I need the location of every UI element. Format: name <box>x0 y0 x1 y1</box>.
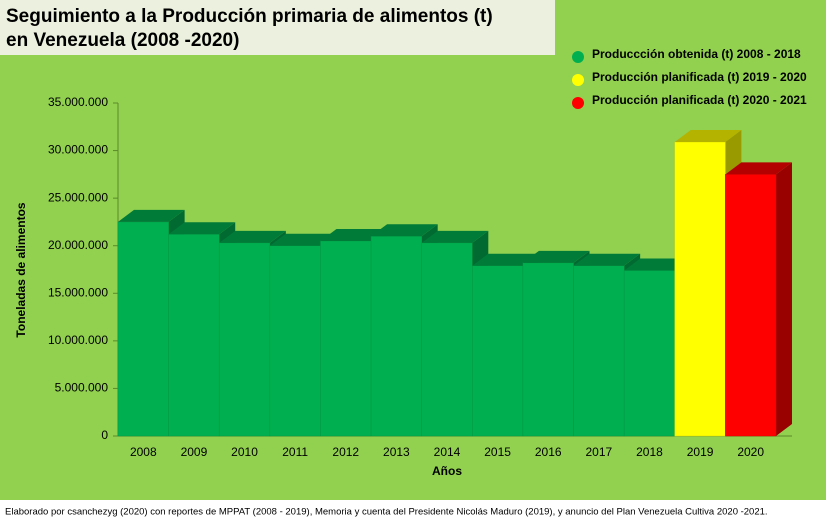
y-tick-label: 25.000.000 <box>48 190 108 204</box>
legend-marker <box>572 97 584 109</box>
bar-top <box>118 209 185 222</box>
y-tick-label: 30.000.000 <box>48 143 108 157</box>
bar-top <box>168 222 236 235</box>
bar-top <box>421 230 489 243</box>
footnote: Elaborado por csanchezyg (2020) con repo… <box>5 507 768 518</box>
y-tick-label: 15.000.000 <box>48 285 108 299</box>
bar <box>623 270 676 437</box>
x-tick-label: 2019 <box>687 445 714 459</box>
x-tick-label: 2020 <box>737 445 764 459</box>
x-tick-label: 2012 <box>332 445 359 459</box>
bar <box>421 242 473 437</box>
bar <box>168 234 220 437</box>
y-axis-label: Toneladas de alimentos <box>14 202 28 337</box>
legend-label: Producción planificada (t) 2019 - 2020 <box>592 70 807 84</box>
x-axis-label: Años <box>432 464 462 478</box>
bar-top <box>320 228 388 241</box>
y-tick-label: 35.000.000 <box>48 95 108 109</box>
bar-top <box>573 253 641 266</box>
bar <box>269 245 321 437</box>
bar-top <box>725 162 792 175</box>
y-tick-label: 0 <box>101 428 108 442</box>
footer <box>0 500 826 526</box>
bar <box>674 141 726 437</box>
chart-title: Seguimiento a la Producción primaria de … <box>6 6 493 27</box>
bar-top <box>624 258 691 271</box>
bar-top <box>522 250 590 263</box>
x-tick-label: 2009 <box>181 445 208 459</box>
bar-top <box>674 130 742 143</box>
bar <box>522 262 574 437</box>
chart-subtitle: en Venezuela (2008 -2020) <box>6 30 239 51</box>
y-tick-label: 5.000.000 <box>55 381 109 395</box>
bar <box>370 235 422 437</box>
bar-top <box>472 253 539 266</box>
x-tick-label: 2014 <box>434 445 461 459</box>
x-tick-label: 2017 <box>585 445 612 459</box>
title-box <box>0 0 555 55</box>
x-tick-label: 2011 <box>282 445 308 459</box>
x-tick-label: 2018 <box>636 445 663 459</box>
bar-side <box>776 162 792 436</box>
legend-label: Produccción obtenida (t) 2008 - 2018 <box>592 47 801 61</box>
bar <box>117 221 169 437</box>
x-tick-label: 2015 <box>484 445 511 459</box>
bar <box>472 265 524 437</box>
x-tick-label: 2010 <box>231 445 258 459</box>
bar <box>725 174 777 437</box>
bar-top <box>219 230 286 243</box>
bar-top <box>269 233 337 246</box>
bar <box>573 265 625 437</box>
x-tick-label: 2008 <box>130 445 157 459</box>
legend-label: Producción planificada (t) 2020 - 2021 <box>592 93 807 107</box>
bar <box>320 240 372 437</box>
y-tick-label: 20.000.000 <box>48 238 108 252</box>
x-tick-label: 2013 <box>383 445 410 459</box>
y-tick-label: 10.000.000 <box>48 333 108 347</box>
x-tick-label: 2016 <box>535 445 562 459</box>
legend-marker <box>572 74 584 86</box>
legend-marker <box>572 51 584 63</box>
bar-top <box>371 224 438 237</box>
bar <box>218 242 271 437</box>
